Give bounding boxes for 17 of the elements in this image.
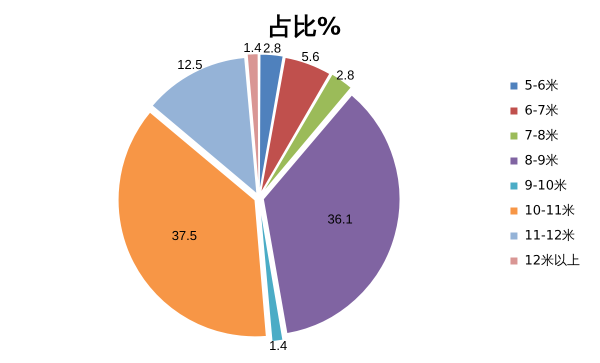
legend-label: 6-7米 [524,103,559,118]
data-label: 2.8 [263,40,282,56]
data-label: 1.4 [243,40,262,56]
data-label: 5.6 [301,49,320,64]
legend-label: 5-6米 [524,78,559,94]
data-label: 36.1 [327,212,353,227]
legend-label: 7-8米 [524,128,559,144]
legend-label: 12米以上 [524,253,580,268]
legend-label: 8-9米 [524,153,559,168]
data-label: 37.5 [172,228,198,244]
legend-label: 9-10米 [524,178,567,194]
data-label: 2.8 [336,67,354,82]
chart-title: 占比% [268,12,342,41]
data-label: 12.5 [177,56,203,72]
legend-label: 10-11米 [524,203,576,218]
legend-label: 11-12米 [524,228,576,244]
data-label: 1.4 [269,338,288,353]
